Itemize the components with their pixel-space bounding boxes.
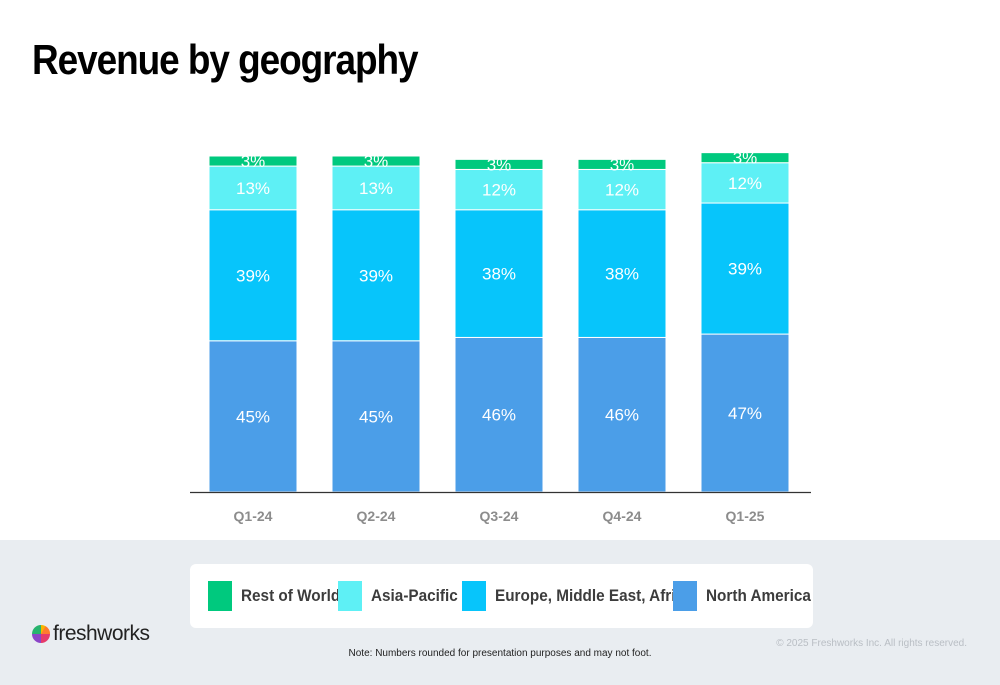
legend-item-emea: Europe, Middle East, Africa (462, 581, 714, 611)
legend-item-asia-pacific: Asia-Pacific (338, 581, 467, 611)
data-label-europe-middle-east-africa-q3-24: 38% (482, 265, 516, 284)
x-tick-label-q1-24: Q1-24 (234, 508, 273, 524)
legend-swatch-asia-pacific (338, 581, 362, 611)
chart-legend: Rest of World Asia-Pacific Europe, Middl… (190, 564, 813, 628)
freshworks-logo-icon (32, 625, 50, 643)
bar-segment-rest-of-world-q1-24 (208, 155, 298, 167)
legend-item-north-america: North America (673, 581, 823, 611)
bar-segment-asia-pacific-q4-24 (577, 168, 667, 211)
data-label-rest-of-world-q3-24: 3% (487, 155, 512, 174)
data-label-rest-of-world-q2-24: 3% (364, 152, 389, 171)
bar-segment-north-america-q1-25 (700, 333, 790, 493)
data-label-europe-middle-east-africa-q1-24: 39% (236, 266, 270, 285)
legend-label-emea: Europe, Middle East, Africa (495, 586, 693, 605)
legend-swatch-emea (462, 581, 486, 611)
x-tick-label-q4-24: Q4-24 (603, 508, 642, 524)
data-label-rest-of-world-q1-25: 3% (733, 149, 758, 168)
data-label-europe-middle-east-africa-q1-25: 39% (728, 260, 762, 279)
data-label-north-america-q1-25: 47% (728, 404, 762, 423)
legend-item-rest-of-world: Rest of World (208, 581, 351, 611)
data-label-north-america-q4-24: 46% (605, 406, 639, 425)
copyright: © 2025 Freshworks Inc. All rights reserv… (776, 638, 967, 649)
legend-label-rest-of-world: Rest of World (241, 586, 341, 605)
data-label-europe-middle-east-africa-q4-24: 38% (605, 265, 639, 284)
data-label-north-america-q2-24: 45% (359, 407, 393, 426)
bar-segment-rest-of-world-q3-24 (454, 158, 544, 170)
bar-segment-europe-middle-east-africa-q1-25 (700, 202, 790, 335)
bar-segment-rest-of-world-q4-24 (577, 158, 667, 170)
data-label-north-america-q1-24: 45% (236, 407, 270, 426)
data-label-asia-pacific-q1-24: 13% (236, 179, 270, 198)
bar-segment-europe-middle-east-africa-q3-24 (454, 209, 544, 338)
legend-swatch-rest-of-world (208, 581, 232, 611)
bar-segment-north-america-q4-24 (577, 336, 667, 493)
data-label-north-america-q3-24: 46% (482, 406, 516, 425)
legend-swatch-north-america (673, 581, 697, 611)
bar-segment-europe-middle-east-africa-q4-24 (577, 209, 667, 338)
data-label-asia-pacific-q2-24: 13% (359, 179, 393, 198)
x-tick-label-q2-24: Q2-24 (357, 508, 396, 524)
bar-segment-rest-of-world-q1-25 (700, 152, 790, 164)
x-tick-label-q3-24: Q3-24 (480, 508, 519, 524)
stacked-bar-chart: 45% 39% 13% 3% Q1-24 45% 39% 13% 3% Q2-24 46% 38% 12… (190, 149, 811, 524)
legend-label-asia-pacific: Asia-Pacific (371, 586, 458, 605)
bar-segment-asia-pacific-q1-24 (208, 165, 298, 211)
bar-segment-rest-of-world-q2-24 (331, 155, 421, 167)
bar-segment-north-america-q1-24 (208, 340, 298, 493)
bar-segment-europe-middle-east-africa-q2-24 (331, 209, 421, 342)
legend-label-north-america: North America (706, 586, 811, 605)
footnote: Note: Numbers rounded for presentation p… (348, 648, 652, 659)
data-label-rest-of-world-q1-24: 3% (241, 152, 266, 171)
bar-segment-asia-pacific-q2-24 (331, 165, 421, 211)
bar-segment-asia-pacific-q1-25 (700, 162, 790, 204)
data-label-asia-pacific-q4-24: 12% (605, 181, 639, 200)
data-label-europe-middle-east-africa-q2-24: 39% (359, 266, 393, 285)
freshworks-logo: freshworks (32, 622, 150, 646)
data-label-asia-pacific-q3-24: 12% (482, 181, 516, 200)
logo-wordmark: freshworks (53, 622, 150, 645)
data-label-asia-pacific-q1-25: 12% (728, 174, 762, 193)
data-label-rest-of-world-q4-24: 3% (610, 155, 635, 174)
x-tick-label-q1-25: Q1-25 (726, 508, 765, 524)
page-title: Revenue by geography (32, 36, 419, 83)
